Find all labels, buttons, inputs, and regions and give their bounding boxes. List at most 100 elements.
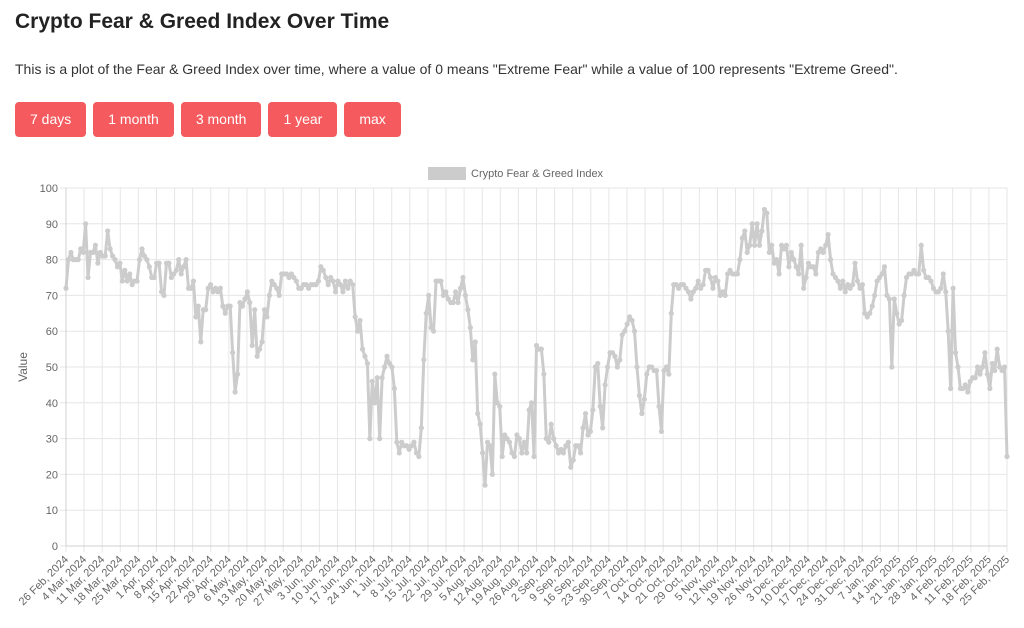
data-point[interactable] [538,346,545,352]
data-point[interactable] [894,310,900,316]
data-point[interactable] [737,257,743,263]
range-button-3-month[interactable]: 3 month [180,102,262,137]
data-point[interactable] [653,367,660,374]
data-point[interactable] [994,346,1000,352]
data-point[interactable] [65,257,72,263]
data-point[interactable] [357,317,363,324]
data-point[interactable] [945,328,951,334]
data-point[interactable] [391,385,397,392]
data-point[interactable] [791,257,797,263]
data-point[interactable] [421,357,427,363]
data-point[interactable] [938,285,944,291]
data-point[interactable] [320,267,326,273]
data-point[interactable] [325,282,331,288]
data-point[interactable] [764,210,770,216]
chart-legend[interactable]: Crypto Fear & Greed Index [428,167,604,180]
data-point[interactable] [575,443,581,449]
data-point[interactable] [340,289,346,295]
data-point[interactable] [948,385,954,392]
data-point[interactable] [752,242,758,248]
data-point[interactable] [734,271,741,277]
data-point[interactable] [203,307,209,313]
data-point[interactable] [1001,364,1008,370]
data-point[interactable] [249,342,255,349]
data-point[interactable] [700,282,706,288]
data-point[interactable] [722,292,728,298]
data-point[interactable] [252,307,258,313]
data-point[interactable] [127,271,133,277]
data-point[interactable] [256,346,263,352]
data-point[interactable] [783,242,790,248]
data-point[interactable] [842,289,848,295]
data-point[interactable] [867,310,873,316]
data-point[interactable] [247,299,253,306]
data-point[interactable] [176,257,182,263]
data-point[interactable] [850,282,856,288]
data-point[interactable] [102,253,108,259]
data-point[interactable] [261,307,268,313]
data-point[interactable] [759,228,765,234]
data-point[interactable] [656,403,662,409]
data-point[interactable] [854,278,861,284]
data-point[interactable] [369,378,375,384]
data-point[interactable] [840,278,846,284]
data-point[interactable] [952,350,959,356]
data-point[interactable] [230,350,236,356]
data-point[interactable] [987,385,993,392]
data-point[interactable] [774,257,780,263]
data-point[interactable] [315,278,321,284]
data-point[interactable] [367,436,373,442]
data-point[interactable] [560,450,567,456]
data-point[interactable] [482,482,488,488]
data-point[interactable] [506,439,513,445]
data-point[interactable] [940,271,946,277]
data-point[interactable] [597,403,603,409]
data-point[interactable] [796,271,802,277]
data-point[interactable] [788,249,794,256]
data-point[interactable] [989,360,995,367]
data-point[interactable] [105,228,111,234]
data-point[interactable] [604,364,611,370]
data-point[interactable] [688,296,694,302]
data-point[interactable] [443,289,449,295]
data-point[interactable] [979,364,986,370]
range-button-7-days[interactable]: 7 days [15,102,87,137]
data-point[interactable] [232,389,238,395]
data-point[interactable] [813,271,819,277]
data-point[interactable] [928,278,934,284]
data-point[interactable] [372,400,378,406]
data-point[interactable] [859,282,866,288]
data-point[interactable] [624,321,630,327]
data-point[interactable] [374,375,380,381]
range-button-1-year[interactable]: 1 year [268,102,338,137]
data-point[interactable] [254,353,260,359]
data-point[interactable] [188,285,194,291]
data-point[interactable] [117,260,123,266]
data-point[interactable] [668,310,674,316]
data-point[interactable] [590,407,596,413]
data-point[interactable] [965,389,971,395]
data-point[interactable] [820,249,826,256]
data-point[interactable] [639,410,645,417]
data-point[interactable] [479,450,486,456]
data-point[interactable] [467,325,473,331]
data-point[interactable] [430,328,437,334]
data-point[interactable] [631,328,638,334]
data-point[interactable] [786,264,792,270]
data-point[interactable] [489,471,495,477]
data-point[interactable] [472,339,478,345]
data-point[interactable] [685,289,692,295]
data-point[interactable] [707,274,714,281]
data-point[interactable] [524,450,530,456]
data-point[interactable] [769,242,775,248]
data-point[interactable] [416,453,422,460]
data-point[interactable] [63,285,69,291]
data-point[interactable] [450,299,456,306]
data-point[interactable] [112,257,118,263]
data-point[interactable] [173,267,179,273]
data-point[interactable] [198,339,204,345]
data-point[interactable] [622,328,628,334]
data-point[interactable] [801,285,807,291]
data-point[interactable] [146,264,152,270]
data-point[interactable] [259,339,265,345]
